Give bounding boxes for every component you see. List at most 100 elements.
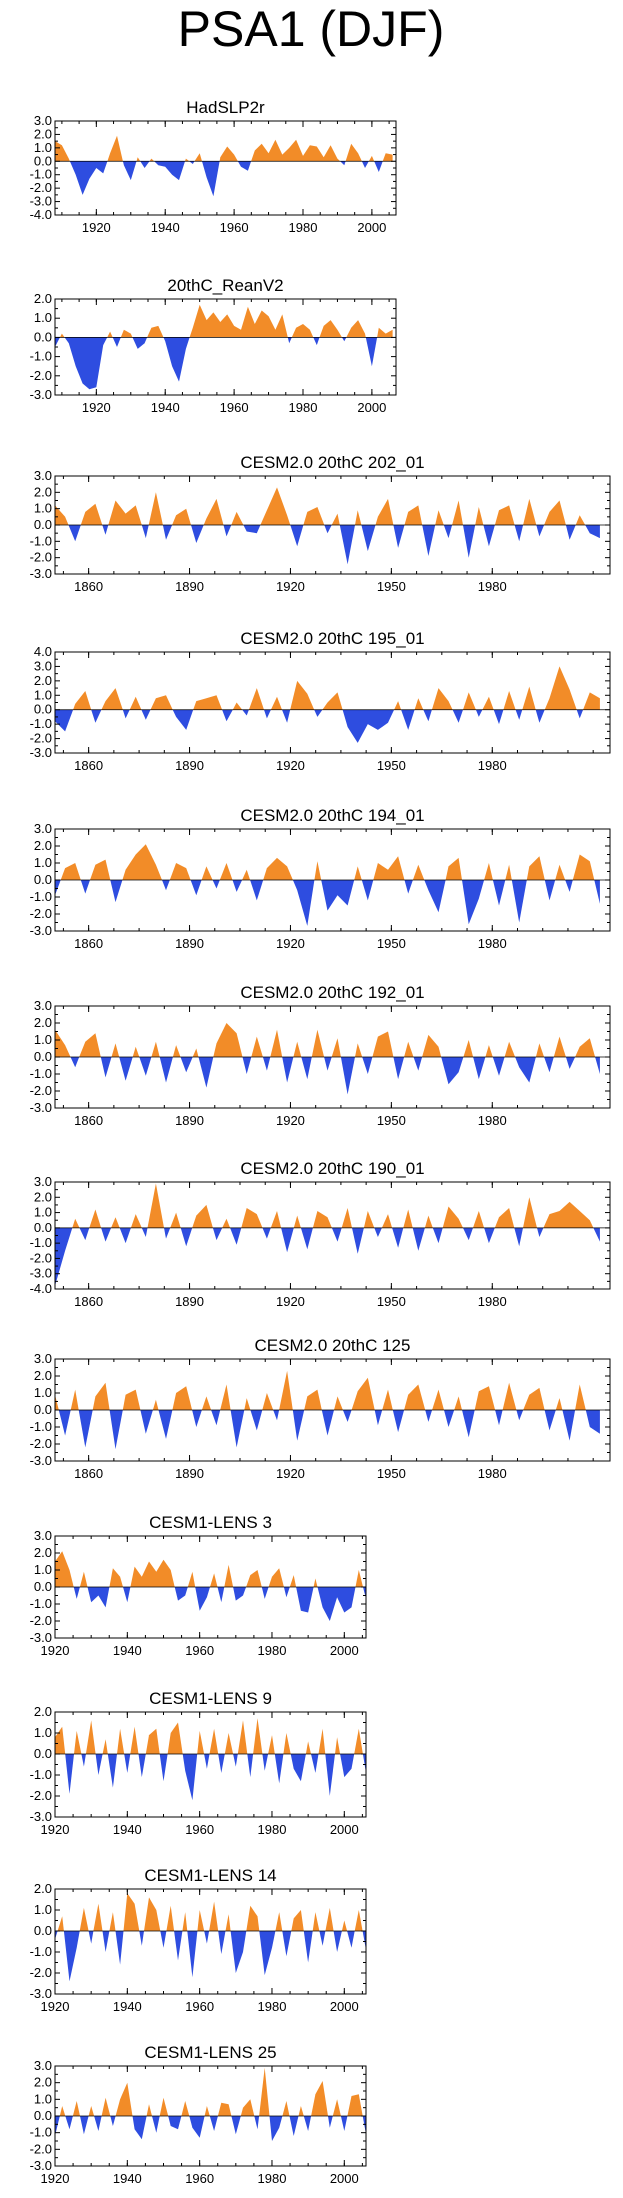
negative-anomaly-area [452,709,463,723]
negative-anomaly-area [65,1754,74,1794]
panel-title: CESM1-LENS 25 [144,2043,276,2062]
positive-anomaly-area [381,1214,393,1228]
negative-anomaly-area [204,1931,210,1944]
y-tick-label: 2.0 [34,838,52,853]
y-tick-label: 3.0 [34,468,52,483]
y-tick-label: 1.0 [34,2091,52,2106]
negative-anomaly-area [69,161,108,195]
y-tick-label: -4.0 [30,207,52,222]
positive-anomaly-area [341,1920,348,1931]
negative-anomaly-area [107,1754,117,1788]
y-tick-label: 2.0 [34,1189,52,1204]
positive-anomaly-area [291,1910,304,1931]
positive-anomaly-area [575,1038,596,1057]
chart-panel: 2.0 1.0 0.0 -1.0 -2.0 -3.0 1920 1940 1960 1980 200… [30,276,397,415]
y-tick-label: 2.0 [34,673,52,688]
positive-anomaly-area [55,1726,66,1754]
negative-anomaly-area [361,161,369,168]
x-tick-label: 2000 [330,1999,359,2014]
negative-anomaly-area [303,2116,312,2131]
positive-anomaly-area [182,1912,188,1931]
x-tick-label: 1950 [377,1113,406,1128]
x-tick-label: 1860 [74,936,103,951]
negative-anomaly-area [162,880,170,891]
negative-anomaly-area [565,880,573,892]
positive-anomaly-area [132,1046,140,1057]
negative-anomaly-area [444,1410,455,1427]
positive-anomaly-area [484,863,493,880]
y-tick-label: -2.0 [30,550,52,565]
negative-anomaly-area [138,1754,146,1778]
y-tick-label: 1.0 [34,1205,52,1220]
positive-anomaly-area [222,1218,231,1228]
plot-frame [54,1711,367,1818]
negative-anomaly-area [110,2116,116,2126]
y-tick-label: 3.0 [34,1528,52,1543]
positive-anomaly-area [293,1215,301,1228]
positive-anomaly-area [192,1204,213,1228]
negative-anomaly-area [544,1410,556,1431]
positive-anomaly-area [432,1389,444,1410]
negative-anomaly-area [301,1057,312,1080]
chart-panel: 3.0 2.0 1.0 0.0 -1.0 -2.0 -3.0 1860 1890 1920 1950… [30,806,611,951]
positive-anomaly-area [268,1568,284,1587]
y-tick-label: 0.0 [34,153,52,168]
y-tick-label: 2.0 [34,1881,52,1896]
positive-anomaly-area [345,143,362,162]
positive-anomaly-area [351,1377,375,1410]
positive-anomaly-area [111,1217,120,1228]
positive-anomaly-area [219,863,233,880]
negative-anomaly-area [492,880,506,906]
negative-anomaly-area [462,880,485,925]
panel-title: CESM2.0 20thC 190_01 [240,1159,424,1178]
negative-anomaly-area [393,1057,405,1080]
negative-anomaly-area [247,1754,254,1778]
negative-anomaly-area [70,1057,80,1068]
negative-anomaly-area [180,1227,193,1247]
positive-anomaly-area [279,1370,293,1410]
positive-anomaly-area [224,1564,234,1587]
x-tick-label: 1920 [276,936,305,951]
positive-anomaly-area [169,863,191,880]
negative-anomaly-area [174,1931,183,1961]
x-tick-label: 1980 [289,220,318,235]
negative-anomaly-area [362,1057,373,1074]
positive-anomaly-area [422,1034,442,1057]
positive-anomaly-area [331,513,340,525]
negative-anomaly-area [55,1227,73,1286]
negative-anomaly-area [168,2116,182,2130]
negative-anomaly-area [218,1931,226,1955]
positive-anomaly-area [209,1728,219,1754]
positive-anomaly-area [192,1048,199,1057]
x-tick-label: 1890 [175,758,204,773]
negative-anomaly-area [55,1931,58,1940]
x-tick-label: 1940 [151,220,180,235]
negative-anomaly-area [342,1410,352,1422]
positive-anomaly-area [355,1570,363,1587]
positive-anomaly-area [463,692,476,710]
negative-anomaly-area [189,161,195,164]
negative-anomaly-area [189,2116,205,2138]
positive-anomaly-area [130,1214,142,1228]
positive-anomaly-area [382,153,393,162]
y-tick-label: 3.0 [34,658,52,673]
positive-anomaly-area [404,1384,426,1410]
positive-anomaly-area [304,1389,322,1410]
negative-anomaly-area [230,1931,247,1973]
negative-anomaly-area [122,709,130,719]
positive-anomaly-area [332,2099,341,2116]
positive-anomaly-area [355,510,362,525]
negative-anomaly-area [331,1227,342,1242]
y-tick-label: -3.0 [30,194,52,209]
positive-anomaly-area [311,1029,325,1057]
negative-anomaly-area [231,2116,241,2135]
positive-anomaly-area [248,688,264,710]
positive-anomaly-area [122,844,162,880]
y-tick-label: -1.0 [30,1419,52,1434]
negative-anomaly-area [158,1410,173,1439]
negative-anomaly-area [544,880,556,901]
negative-anomaly-area [132,337,148,349]
